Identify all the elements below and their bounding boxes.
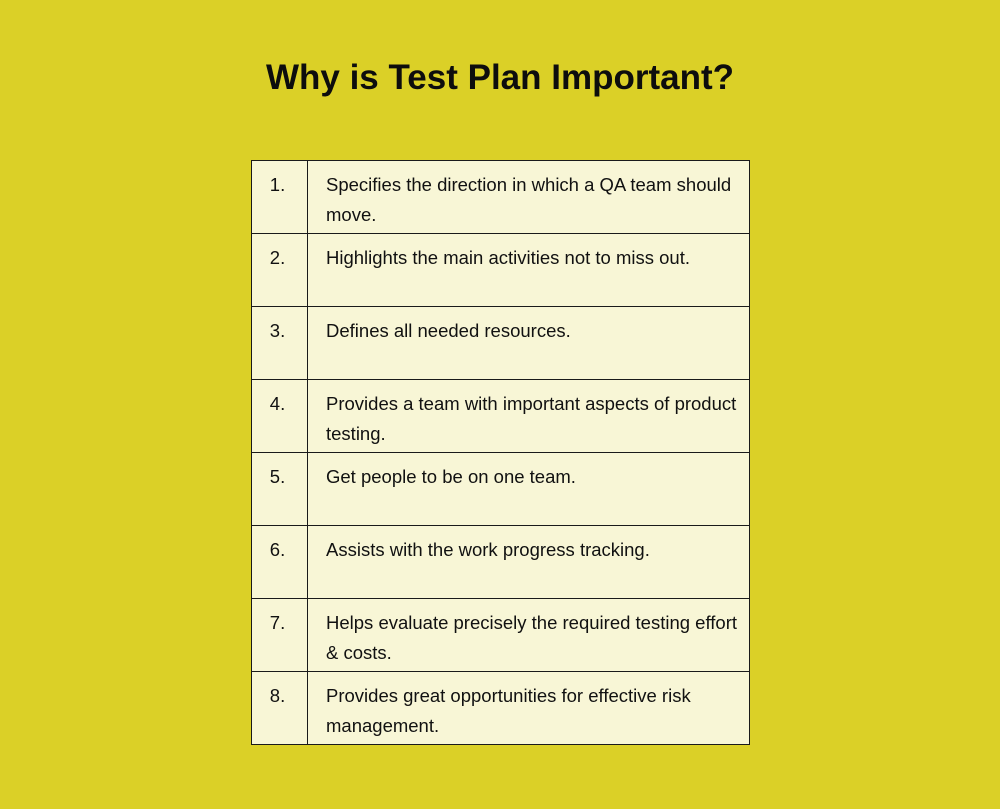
row-text: Helps evaluate precisely the required te…: [307, 598, 750, 672]
table-row: 7. Helps evaluate precisely the required …: [251, 598, 750, 672]
row-text: Assists with the work progress tracking.: [307, 525, 750, 599]
row-number: 3.: [251, 306, 308, 380]
row-number: 5.: [251, 452, 308, 526]
row-number: 8.: [251, 671, 308, 745]
row-text: Provides a team with important aspects o…: [307, 379, 750, 453]
row-text: Defines all needed resources.: [307, 306, 750, 380]
table-row: 1. Specifies the direction in which a QA …: [251, 160, 750, 234]
page-title: Why is Test Plan Important?: [265, 58, 734, 97]
table-row: 6. Assists with the work progress trackin…: [251, 525, 750, 599]
row-text: Get people to be on one team.: [307, 452, 750, 526]
row-number: 6.: [251, 525, 308, 599]
table-row: 5. Get people to be on one team.: [251, 452, 750, 526]
reasons-table: 1. Specifies the direction in which a QA …: [251, 160, 750, 745]
row-number: 7.: [251, 598, 308, 672]
row-number: 4.: [251, 379, 308, 453]
row-number: 2.: [251, 233, 308, 307]
row-number: 1.: [251, 160, 308, 234]
row-text: Specifies the direction in which a QA te…: [307, 160, 750, 234]
table-row: 8. Provides great opportunities for effec…: [251, 671, 750, 745]
table-row: 4. Provides a team with important aspects…: [251, 379, 750, 453]
row-text: Provides great opportunities for effecti…: [307, 671, 750, 745]
table-row: 3. Defines all needed resources.: [251, 306, 750, 380]
row-text: Highlights the main activities not to mi…: [307, 233, 750, 307]
table-row: 2. Highlights the main activities not to …: [251, 233, 750, 307]
